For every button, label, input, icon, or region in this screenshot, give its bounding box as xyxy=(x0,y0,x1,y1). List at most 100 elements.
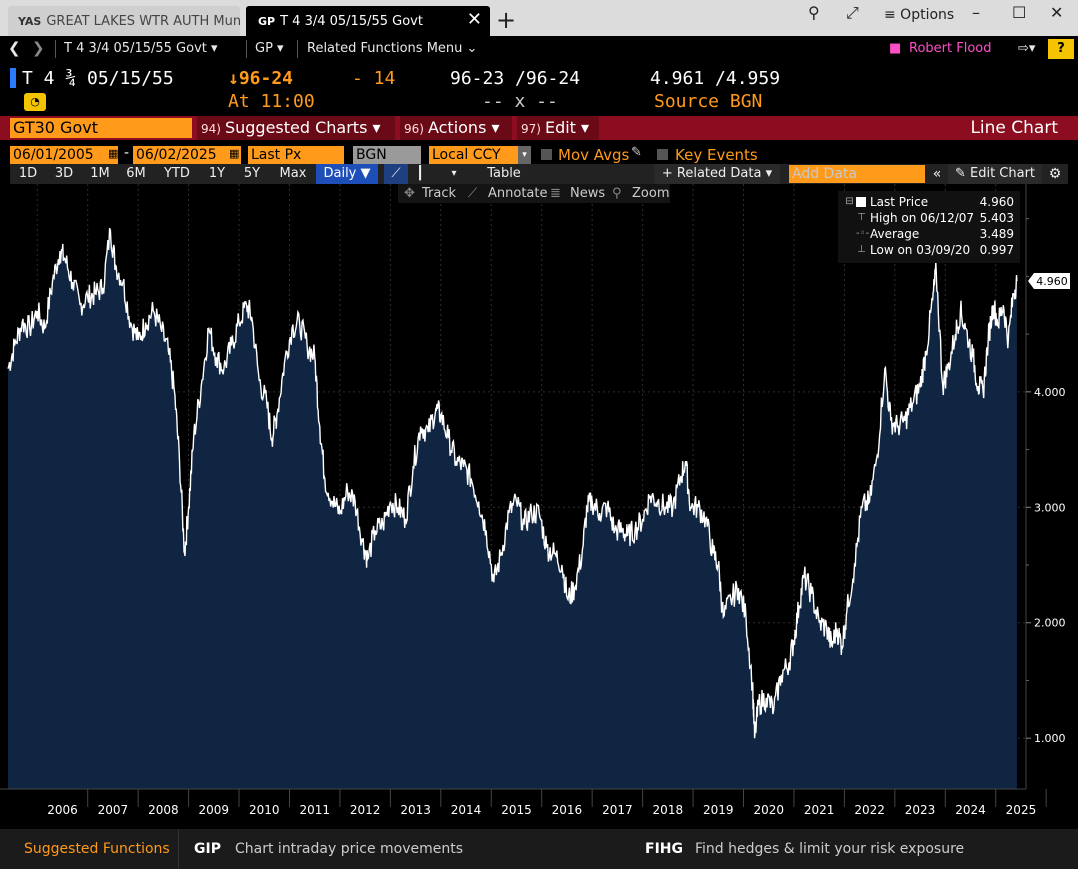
news-icon[interactable]: ≣ xyxy=(550,186,561,201)
range-row: 1D 3D 1M 6M YTD 1Y 5Y Max Daily ▼ ⟋ ┃ ▾ … xyxy=(10,164,1068,184)
gip-code[interactable]: GIP xyxy=(194,841,221,857)
frequency-dropdown[interactable]: Daily ▼ xyxy=(316,164,378,184)
news-button[interactable]: News xyxy=(570,186,606,201)
back-icon[interactable]: ❮ xyxy=(8,39,21,57)
chart-style-dropdown-icon[interactable]: ▾ xyxy=(451,168,457,179)
related-data-menu[interactable]: + Related Data ▾ xyxy=(654,164,780,184)
pencil-icon[interactable]: ✎ xyxy=(631,145,642,160)
security-dropdown[interactable]: T 4 3/4 05/15/55 Govt ▾ xyxy=(64,41,218,56)
x-tick-label: 2016 xyxy=(552,803,583,817)
legend-avg-row: -◦- Average 3.489 xyxy=(844,227,1014,243)
search-people-icon[interactable]: ⚲ xyxy=(808,3,820,22)
function-dropdown[interactable]: GP ▾ xyxy=(255,41,284,56)
gauge-icon[interactable]: ◔ xyxy=(24,93,46,111)
range-1m[interactable]: 1M xyxy=(90,166,110,181)
legend-high-row: ⊤ High on 06/12/07 5.403 xyxy=(844,211,1014,227)
price-line xyxy=(7,227,1018,739)
x-tick-label: 2018 xyxy=(653,803,684,817)
zoom-icon[interactable]: ⚲ xyxy=(612,186,622,201)
help-button[interactable]: ? xyxy=(1048,39,1074,59)
legend-low-label: Low on 03/09/20 xyxy=(870,243,971,257)
key-events-checkbox[interactable] xyxy=(657,149,668,160)
range-max[interactable]: Max xyxy=(279,166,307,181)
suggested-functions-label[interactable]: Suggested Functions xyxy=(24,841,170,857)
footer-bar: Suggested Functions GIP Chart intraday p… xyxy=(0,829,1078,869)
security-name: T 4 ¾ 05/15/55 xyxy=(22,68,174,89)
fihg-description[interactable]: Find hedges & limit your risk exposure xyxy=(695,841,965,857)
range-1d[interactable]: 1D xyxy=(18,166,38,181)
new-tab-icon[interactable]: + xyxy=(496,6,517,34)
end-calendar-icon[interactable]: ▦ xyxy=(229,147,240,160)
actions-menu[interactable]: 96) Actions ▾ xyxy=(400,116,512,140)
mov-avgs-label: Mov Avgs xyxy=(558,146,630,164)
mov-avgs-checkbox[interactable] xyxy=(541,149,552,160)
line-chart-icon[interactable]: ⟋ xyxy=(384,164,408,184)
tab-yas-code: YAS xyxy=(18,14,42,28)
x-tick-label: 2008 xyxy=(148,803,179,817)
range-3d[interactable]: 3D xyxy=(54,166,74,181)
tab-yas-label: GREAT LAKES WTR AUTH Muni xyxy=(46,13,240,29)
track-button[interactable]: Track xyxy=(422,186,457,201)
price-chart[interactable]: 1.000 2.000 3.000 4.000 2006 2007 2008 2009 201… xyxy=(0,184,1078,829)
maximize-icon[interactable]: ☐ xyxy=(1012,3,1027,22)
options-menu[interactable]: ≡ Options xyxy=(884,7,955,23)
edit-menu[interactable]: 97) Edit ▾ xyxy=(517,116,599,140)
fihg-code[interactable]: FIHG xyxy=(645,841,683,857)
close-window-icon[interactable]: ✕ xyxy=(1050,3,1064,22)
share-icon[interactable]: ⇨▾ xyxy=(1018,41,1036,56)
nav-row: ❮ ❯ T 4 3/4 05/15/55 Govt ▾ GP ▾ Related… xyxy=(0,36,1078,62)
gip-description[interactable]: Chart intraday price movements xyxy=(235,841,464,857)
expand-icon[interactable]: ⤢ xyxy=(846,3,859,22)
key-events-label: Key Events xyxy=(675,146,758,164)
suggested-charts-label: Suggested Charts ▾ xyxy=(224,118,381,137)
close-tab-icon[interactable]: ✕ xyxy=(466,9,482,30)
x-tick-label: 2023 xyxy=(905,803,936,817)
settings-gear-icon[interactable]: ⚙ xyxy=(1048,166,1062,182)
add-data-input[interactable]: Add Data xyxy=(789,165,925,183)
field-select[interactable]: Last Px xyxy=(248,146,344,164)
chart-legend: ⊟ Last Price 4.960 ⊤ High on 06/12/07 5.… xyxy=(838,191,1020,263)
suggested-charts-number: 94) xyxy=(201,122,221,136)
range-ytd[interactable]: YTD xyxy=(164,166,190,181)
edit-number: 97) xyxy=(521,122,541,136)
chart-type-label: Line Chart xyxy=(970,118,1058,138)
range-1y[interactable]: 1Y xyxy=(208,166,226,181)
end-date-input[interactable]: 06/02/2025 xyxy=(133,146,241,164)
track-icon[interactable]: ✥ xyxy=(404,186,415,201)
net-change: - 14 xyxy=(352,68,396,89)
table-button[interactable]: Table xyxy=(487,166,521,181)
suggested-charts-menu[interactable]: 94) Suggested Charts ▾ xyxy=(197,116,395,140)
x-tick-label: 2025 xyxy=(1006,803,1037,817)
actions-label: Actions ▾ xyxy=(427,118,500,137)
edit-chart-button[interactable]: ✎ Edit Chart xyxy=(948,164,1042,184)
collapse-icon[interactable]: « xyxy=(932,166,942,182)
source-select[interactable]: BGN xyxy=(353,146,421,164)
annotate-icon[interactable]: ⟋ xyxy=(468,186,478,201)
bid-ask: 96-23 /96-24 xyxy=(450,68,581,89)
tab-yas[interactable]: YAS GREAT LAKES WTR AUTH Muni xyxy=(8,6,240,36)
x-tick-label: 2006 xyxy=(47,803,78,817)
edit-label: Edit ▾ xyxy=(544,118,590,137)
yields: 4.961 /4.959 xyxy=(650,68,781,89)
zoom-button[interactable]: Zoom xyxy=(632,186,670,201)
legend-high-value: 5.403 xyxy=(979,211,1014,225)
tab-gp[interactable]: GP T 4 3/4 05/15/55 Govt ✕ xyxy=(246,6,490,36)
last-price-marker xyxy=(1028,272,1070,289)
legend-last-value: 4.960 xyxy=(979,195,1014,209)
currency-dropdown-icon[interactable]: ▾ xyxy=(518,146,531,164)
minimize-icon[interactable]: – xyxy=(972,3,980,22)
x-tick-label: 2007 xyxy=(98,803,129,817)
x-tick-label: 2019 xyxy=(703,803,734,817)
related-functions-menu[interactable]: Related Functions Menu ⌄ xyxy=(307,41,478,56)
annotate-button[interactable]: Annotate xyxy=(488,186,548,201)
range-5y[interactable]: 5Y xyxy=(243,166,261,181)
range-6m[interactable]: 6M xyxy=(126,166,146,181)
actions-number: 96) xyxy=(404,122,424,136)
start-calendar-icon[interactable]: ▦ xyxy=(108,147,119,160)
ticker-input[interactable]: GT30 Govt xyxy=(10,118,192,138)
currency-select[interactable]: Local CCY xyxy=(429,146,531,164)
start-date-input[interactable]: 06/01/2005 xyxy=(10,146,118,164)
candle-icon[interactable]: ┃ xyxy=(416,166,424,181)
forward-icon[interactable]: ❯ xyxy=(32,39,45,57)
user-name[interactable]: Robert Flood xyxy=(909,41,992,56)
